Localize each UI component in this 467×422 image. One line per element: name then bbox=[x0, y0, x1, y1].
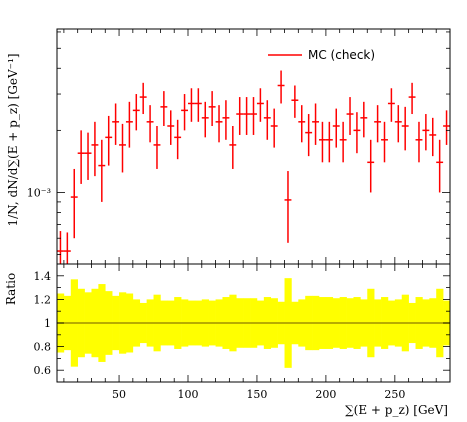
data-point bbox=[312, 103, 319, 145]
legend: MC (check) bbox=[268, 48, 375, 62]
data-point bbox=[256, 88, 264, 122]
x-tick-label: 200 bbox=[315, 388, 336, 401]
data-point bbox=[353, 112, 361, 154]
y-axis-label-ratio: Ratio bbox=[4, 273, 18, 305]
data-point bbox=[263, 100, 271, 140]
data-point bbox=[367, 139, 375, 193]
axis-ticks: 50 100 150 200 250 10⁻³ 0.6 0.8 1 1.2 1.4 bbox=[27, 29, 451, 401]
main-panel-frame bbox=[56, 28, 451, 265]
x-tick-label: 150 bbox=[246, 388, 267, 401]
data-point bbox=[132, 94, 140, 131]
data-point bbox=[174, 119, 182, 160]
data-point bbox=[125, 101, 133, 148]
data-point bbox=[181, 94, 188, 131]
legend-label: MC (check) bbox=[308, 48, 375, 62]
data-point bbox=[160, 91, 168, 126]
data-point bbox=[229, 125, 237, 169]
data-point bbox=[236, 97, 244, 135]
data-point bbox=[215, 105, 223, 143]
data-point bbox=[57, 231, 64, 264]
data-point bbox=[63, 232, 71, 264]
ratio-y-tick-label: 0.8 bbox=[34, 341, 52, 354]
data-point bbox=[153, 125, 161, 169]
data-point bbox=[194, 88, 202, 122]
y-axis-label-main: 1/N, dN/d∑(E + p_z) [GeV⁻¹] bbox=[6, 54, 20, 227]
x-tick-label: 50 bbox=[112, 388, 126, 401]
data-point bbox=[201, 101, 209, 138]
data-point bbox=[91, 121, 99, 177]
ratio-panel bbox=[57, 278, 451, 368]
data-point bbox=[98, 139, 106, 202]
data-point bbox=[319, 121, 326, 163]
x-tick-label: 250 bbox=[384, 388, 405, 401]
data-point bbox=[332, 108, 340, 148]
data-point bbox=[222, 100, 230, 140]
data-point bbox=[284, 171, 292, 243]
data-point bbox=[167, 110, 175, 145]
data-point bbox=[339, 121, 347, 163]
data-point bbox=[381, 121, 388, 163]
data-point bbox=[250, 97, 257, 135]
data-point bbox=[146, 105, 154, 143]
data-point bbox=[443, 110, 450, 145]
y-tick-label: 10⁻³ bbox=[27, 186, 51, 199]
data-point bbox=[112, 103, 120, 145]
data-point bbox=[346, 97, 354, 135]
x-tick-label: 100 bbox=[178, 388, 199, 401]
data-point bbox=[305, 114, 313, 157]
data-point bbox=[401, 106, 409, 151]
data-point bbox=[105, 115, 113, 166]
ratio-y-tick-label: 0.6 bbox=[34, 364, 52, 377]
data-point bbox=[291, 85, 299, 118]
x-axis-label: ∑(E + p_z) [GeV] bbox=[345, 403, 448, 417]
data-point bbox=[360, 101, 368, 138]
data-point bbox=[208, 91, 216, 126]
data-point bbox=[394, 105, 402, 143]
data-point bbox=[298, 105, 306, 143]
ratio-y-tick-label: 1.2 bbox=[34, 293, 52, 306]
data-point bbox=[374, 105, 382, 143]
data-point bbox=[70, 168, 78, 239]
ratio-y-tick-label: 1.4 bbox=[34, 270, 52, 283]
ratio-y-tick-label: 1 bbox=[44, 317, 51, 330]
data-point bbox=[188, 88, 195, 122]
main-panel bbox=[57, 70, 450, 264]
data-point bbox=[84, 132, 92, 180]
data-point bbox=[139, 82, 147, 115]
data-point bbox=[77, 130, 85, 184]
data-point bbox=[270, 108, 278, 148]
data-point bbox=[436, 139, 444, 193]
data-point bbox=[387, 88, 395, 122]
data-point bbox=[277, 70, 285, 104]
data-point bbox=[119, 123, 126, 173]
data-point bbox=[429, 117, 437, 157]
data-point bbox=[422, 114, 430, 151]
data-point bbox=[415, 121, 423, 163]
data-point bbox=[408, 82, 416, 115]
data-point bbox=[325, 121, 333, 163]
data-point bbox=[243, 97, 251, 135]
